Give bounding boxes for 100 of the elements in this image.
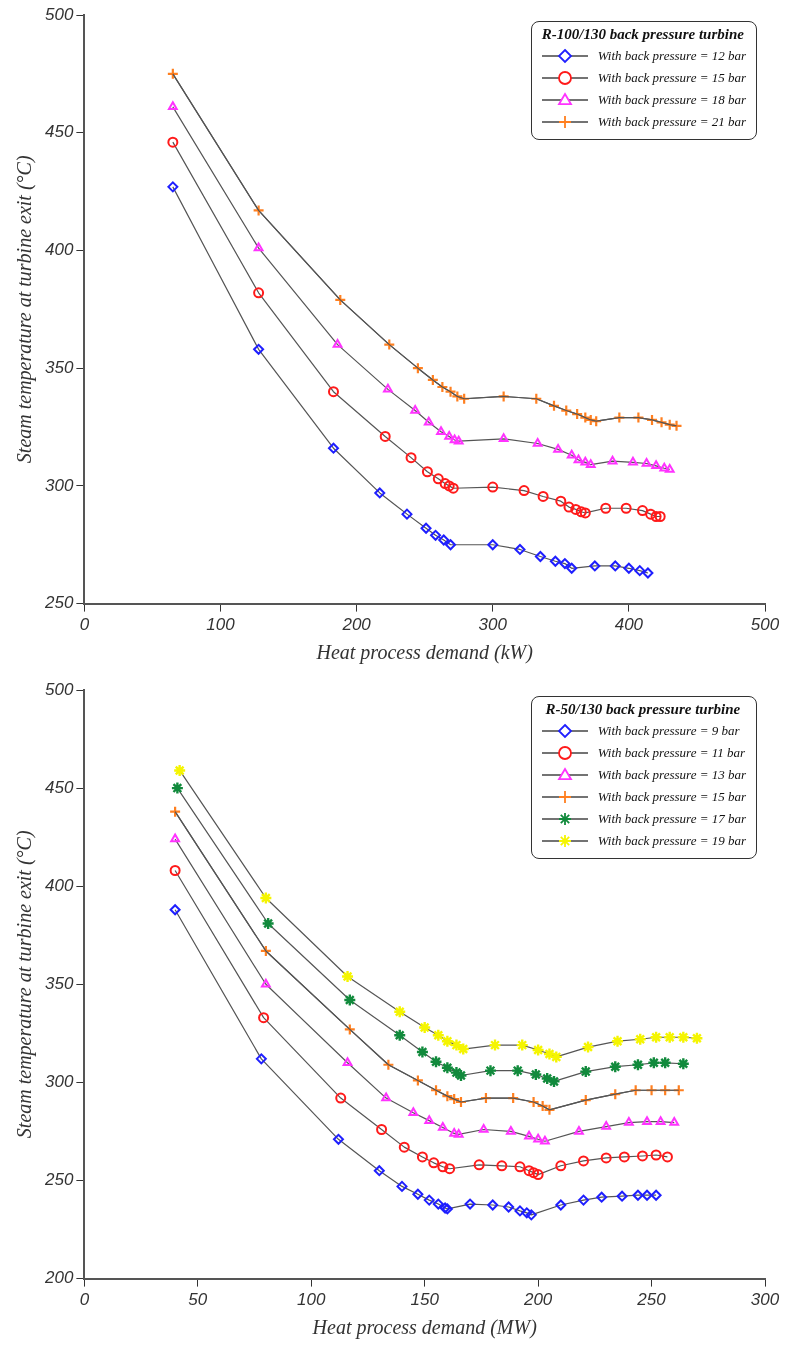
point [632,411,645,424]
point [343,1023,356,1036]
y-tick-label: 450 [44,777,74,797]
point [574,1125,584,1135]
legend-label: With back pressure = 13 bar [597,767,746,783]
y-tick-label: 400 [44,875,74,895]
point [473,1159,485,1171]
point [511,1063,525,1078]
point [540,1071,554,1086]
point [547,1074,561,1089]
point [439,478,451,490]
point [670,419,683,432]
point [398,1141,410,1153]
point [253,287,265,299]
point [383,338,396,351]
point [411,1074,424,1087]
point [549,1050,563,1064]
point [650,1189,662,1201]
point [444,430,455,440]
point [167,101,178,111]
point [170,781,185,795]
point [449,1065,464,1080]
point [498,433,509,443]
point [616,1190,628,1202]
point [432,473,444,485]
point [533,1133,544,1143]
point [559,558,571,570]
point [618,1151,630,1163]
point [647,1056,661,1070]
point [629,1084,642,1097]
point [579,507,591,519]
point [483,1063,498,1078]
point [523,1165,535,1177]
point [661,1151,673,1163]
point [259,944,272,958]
point [440,1034,455,1048]
point [600,502,612,514]
x-tick-label: 300 [750,1289,780,1309]
x-tick-label: 0 [79,614,90,634]
point [393,1005,407,1019]
point [651,460,661,470]
point [423,1194,435,1206]
point [547,399,561,412]
point [412,1188,424,1200]
x-axis-title: Heat process demand (MW) [311,1316,538,1340]
point [437,1161,449,1173]
point [658,1056,672,1070]
y-tick-label: 200 [43,1268,74,1288]
point [420,522,432,534]
point [487,539,499,551]
point [540,1135,550,1145]
point [659,462,670,472]
point [628,456,638,466]
point [521,1207,533,1219]
point [566,449,577,459]
point [383,383,393,393]
point [542,1047,557,1061]
point [172,763,187,778]
point [641,1189,653,1201]
point [585,459,596,468]
point [376,1123,388,1135]
point [411,362,424,375]
x-tick-label: 100 [297,1289,326,1309]
y-tick-label: 500 [44,679,74,699]
point [167,136,179,148]
point [373,1165,385,1177]
legend-title: R-100/130 back pressure turbine [540,26,745,43]
legend-label: With back pressure = 18 bar [597,92,746,108]
point [170,833,181,843]
point [429,1055,443,1069]
point [641,458,652,467]
point [650,1149,662,1161]
point [655,1116,666,1125]
point [259,891,273,905]
point [581,1040,595,1054]
legend-label: With back pressure = 11 bar [597,745,746,761]
point [374,487,386,499]
legend-label: With back pressure = 19 bar [597,833,746,849]
legend-title: R-50/130 back pressure turbine [544,701,742,718]
point [449,1127,460,1137]
point [417,1020,432,1035]
x-tick-label: 300 [478,614,508,634]
point [408,1107,419,1117]
point [596,1191,608,1203]
point [649,1030,663,1044]
point [608,1060,622,1074]
point [381,1092,392,1102]
point [453,435,464,445]
y-tick-label: 250 [43,1170,74,1190]
point [515,1038,529,1052]
point [669,1117,680,1126]
point [444,1163,456,1175]
point [506,1125,516,1135]
y-tick-label: 300 [44,475,74,495]
point [579,1093,592,1107]
point [424,1115,435,1124]
point [410,405,421,414]
point [393,1028,407,1043]
point [663,1030,677,1044]
point [659,1084,672,1097]
